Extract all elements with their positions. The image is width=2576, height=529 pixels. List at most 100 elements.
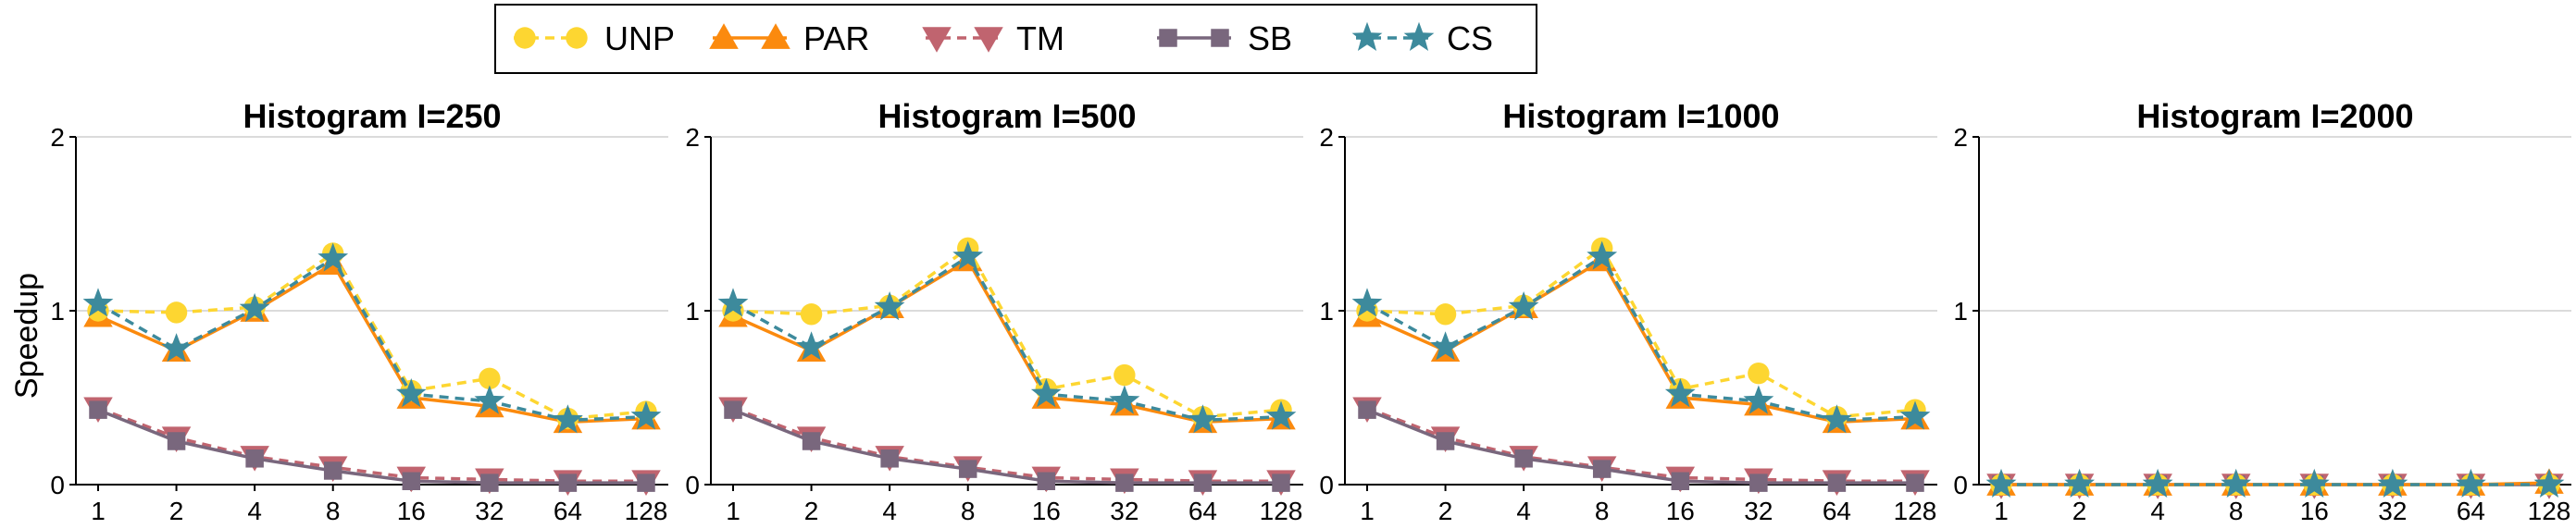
series-cs bbox=[82, 242, 662, 434]
legend-marker-circle bbox=[566, 27, 588, 49]
data-point-unp bbox=[1114, 363, 1136, 387]
data-point-cs bbox=[1430, 331, 1461, 361]
data-point-sb bbox=[1671, 472, 1690, 490]
x-tick-label: 8 bbox=[961, 497, 976, 525]
data-point-cs bbox=[395, 378, 427, 408]
x-tick-label: 4 bbox=[1516, 497, 1531, 525]
data-point-sb bbox=[637, 474, 655, 492]
series-par bbox=[83, 249, 661, 434]
x-tick-label: 4 bbox=[247, 497, 262, 525]
legend-marker-star bbox=[1351, 21, 1383, 51]
y-tick-label: 1 bbox=[1319, 297, 1334, 326]
data-point-unp bbox=[165, 301, 188, 324]
data-point-sb bbox=[1193, 474, 1213, 492]
data-point-cs bbox=[717, 288, 749, 317]
series-line-unp bbox=[1366, 246, 1916, 419]
x-tick-label: 64 bbox=[1188, 497, 1217, 525]
data-point-sb bbox=[1358, 400, 1376, 419]
data-point-sb bbox=[1749, 474, 1768, 492]
data-point-sb bbox=[724, 400, 742, 419]
series-cs bbox=[1985, 468, 2565, 498]
x-tick-label: 16 bbox=[2300, 497, 2329, 525]
x-tick-label: 8 bbox=[2229, 497, 2244, 525]
data-point-sb bbox=[480, 474, 499, 492]
x-tick-label: 2 bbox=[804, 497, 819, 525]
panel-title: Histogram I=500 bbox=[877, 97, 1136, 135]
y-tick-label: 1 bbox=[50, 297, 65, 326]
series-line-unp bbox=[97, 252, 647, 421]
x-tick-label: 64 bbox=[2457, 497, 2485, 525]
series-sb bbox=[89, 400, 655, 492]
data-point-cs bbox=[1109, 385, 1140, 414]
series-line-par bbox=[732, 258, 1282, 424]
x-tick-label: 128 bbox=[625, 497, 668, 525]
x-tick-label: 32 bbox=[475, 497, 504, 525]
series-line-tm bbox=[97, 406, 646, 483]
x-tick-label: 2 bbox=[2072, 497, 2087, 525]
data-point-sb bbox=[1436, 432, 1455, 450]
x-tick-label: 2 bbox=[1438, 497, 1453, 525]
y-tick-label: 1 bbox=[685, 297, 700, 326]
data-point-cs bbox=[474, 385, 505, 414]
legend-item-par: PAR bbox=[709, 19, 869, 57]
series-unp bbox=[1356, 237, 1926, 428]
data-point-sb bbox=[1272, 474, 1290, 492]
x-tick-label: 4 bbox=[2150, 497, 2165, 525]
data-point-sb bbox=[1037, 472, 1056, 490]
data-point-cs bbox=[1508, 291, 1539, 321]
data-point-cs bbox=[2298, 468, 2330, 498]
series-line-par bbox=[1366, 258, 1916, 424]
data-point-sb bbox=[958, 460, 977, 478]
series-line-sb bbox=[97, 408, 646, 485]
x-tick-label: 8 bbox=[1595, 497, 1610, 525]
x-tick-label: 32 bbox=[1110, 497, 1139, 525]
data-point-sb bbox=[1827, 474, 1847, 492]
legend-label: TM bbox=[1016, 19, 1064, 57]
series-line-unp bbox=[732, 246, 1282, 419]
data-point-sb bbox=[802, 432, 821, 450]
data-point-sb bbox=[89, 400, 107, 419]
y-tick-label: 0 bbox=[50, 471, 65, 499]
y-tick-label: 2 bbox=[1319, 123, 1334, 152]
data-point-cs bbox=[1822, 404, 1852, 434]
data-point-cs bbox=[2456, 468, 2486, 498]
y-tick-label: 2 bbox=[1953, 123, 1968, 152]
x-tick-label: 2 bbox=[169, 497, 184, 525]
legend-marker-triangle-up bbox=[761, 23, 790, 49]
data-point-cs bbox=[239, 292, 270, 323]
panel-title: Histogram I=1000 bbox=[1502, 97, 1779, 135]
x-tick-label: 1 bbox=[91, 497, 106, 525]
data-point-cs bbox=[1985, 468, 2017, 498]
x-tick-label: 128 bbox=[1894, 497, 1937, 525]
legend-marker-circle bbox=[514, 27, 536, 49]
x-tick-label: 4 bbox=[882, 497, 897, 525]
legend-marker-triangle-down bbox=[922, 27, 952, 53]
data-point-cs bbox=[2377, 468, 2408, 498]
x-tick-label: 16 bbox=[1032, 497, 1061, 525]
panel-title: Histogram I=2000 bbox=[2136, 97, 2413, 135]
data-point-sb bbox=[1514, 449, 1533, 468]
y-tick-label: 2 bbox=[685, 123, 700, 152]
series-line-cs bbox=[732, 254, 1282, 423]
data-point-cs bbox=[1351, 288, 1383, 317]
series-line-sb bbox=[1366, 408, 1915, 485]
legend-item-cs: CS bbox=[1351, 19, 1493, 57]
series-line-par bbox=[97, 262, 647, 424]
data-point-unp bbox=[479, 367, 501, 390]
x-tick-label: 8 bbox=[326, 497, 341, 525]
data-point-cs bbox=[553, 404, 583, 434]
data-point-sb bbox=[880, 449, 899, 468]
data-point-unp bbox=[1434, 303, 1457, 326]
data-point-sb bbox=[167, 432, 186, 450]
series-sb bbox=[1358, 400, 1924, 492]
legend: UNP PAR TM SB CS bbox=[494, 4, 1537, 74]
data-point-cs bbox=[2064, 468, 2095, 498]
legend-marker-square bbox=[1211, 29, 1229, 47]
series-sb bbox=[724, 400, 1290, 492]
series-par bbox=[1352, 245, 1930, 434]
